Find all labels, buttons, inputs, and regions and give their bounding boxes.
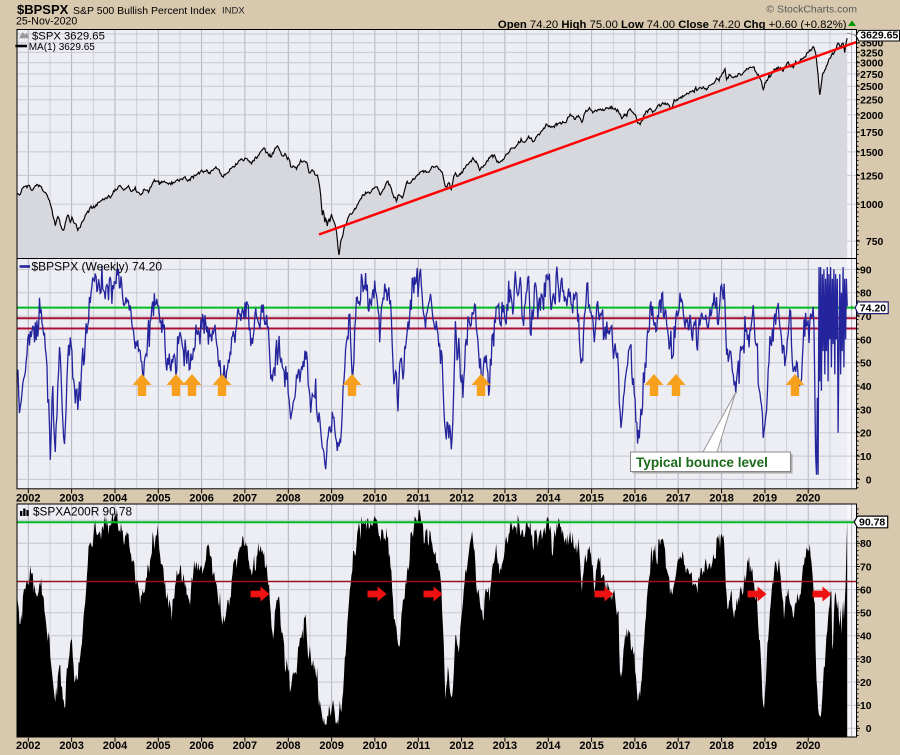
svg-text:2016: 2016 [623, 493, 647, 505]
svg-text:60: 60 [860, 335, 872, 346]
svg-text:2016: 2016 [623, 740, 647, 750]
svg-text:1250: 1250 [860, 171, 883, 182]
svg-text:25-Nov-2020: 25-Nov-2020 [16, 16, 77, 28]
svg-text:50: 50 [860, 359, 872, 370]
svg-text:2000: 2000 [860, 111, 883, 122]
svg-text:2009: 2009 [319, 493, 343, 505]
svg-text:2007: 2007 [233, 493, 257, 505]
svg-text:2012: 2012 [449, 493, 473, 505]
svg-text:1750: 1750 [860, 128, 883, 139]
svg-text:2020: 2020 [796, 740, 820, 750]
svg-text:$SPXA200R 90.78: $SPXA200R 90.78 [33, 505, 132, 519]
svg-text:2010: 2010 [363, 740, 387, 750]
svg-text:60: 60 [860, 586, 872, 597]
svg-text:2002: 2002 [16, 493, 40, 505]
svg-text:MA(1) 3629.65: MA(1) 3629.65 [29, 42, 96, 53]
svg-text:$BPSPX: $BPSPX [17, 2, 69, 17]
svg-text:$SPX 3629.65: $SPX 3629.65 [32, 31, 105, 43]
svg-text:2018: 2018 [709, 493, 733, 505]
svg-text:2015: 2015 [579, 740, 603, 750]
svg-text:74.20: 74.20 [860, 302, 886, 314]
svg-text:0: 0 [866, 724, 872, 735]
svg-text:2008: 2008 [276, 740, 300, 750]
svg-text:2011: 2011 [406, 493, 430, 505]
svg-text:3000: 3000 [860, 59, 883, 70]
svg-text:2003: 2003 [59, 493, 83, 505]
svg-text:3500: 3500 [860, 39, 883, 50]
svg-text:10: 10 [860, 701, 872, 712]
svg-text:1500: 1500 [860, 148, 883, 159]
svg-text:0: 0 [866, 475, 872, 486]
svg-text:2013: 2013 [493, 740, 517, 750]
svg-text:40: 40 [860, 632, 872, 643]
svg-text:2013: 2013 [493, 493, 517, 505]
svg-text:70: 70 [860, 312, 872, 323]
svg-text:2500: 2500 [860, 82, 883, 93]
svg-text:2005: 2005 [146, 493, 170, 505]
svg-text:2006: 2006 [189, 740, 213, 750]
svg-text:2015: 2015 [579, 493, 603, 505]
svg-text:90: 90 [860, 265, 872, 276]
svg-text:2019: 2019 [753, 740, 777, 750]
svg-text:2007: 2007 [233, 740, 257, 750]
svg-text:2004: 2004 [103, 493, 128, 505]
svg-text:1000: 1000 [860, 200, 883, 211]
svg-text:40: 40 [860, 382, 872, 393]
svg-text:20: 20 [860, 678, 872, 689]
svg-text:2019: 2019 [753, 493, 777, 505]
svg-text:2014: 2014 [536, 493, 561, 505]
svg-text:3629.65: 3629.65 [860, 30, 898, 42]
svg-text:3250: 3250 [860, 48, 883, 59]
svg-text:S&P 500 Bullish Percent Index: S&P 500 Bullish Percent Index [73, 5, 217, 17]
svg-text:2003: 2003 [59, 740, 83, 750]
svg-text:30: 30 [860, 405, 872, 416]
svg-text:70: 70 [860, 562, 872, 573]
svg-text:20: 20 [860, 429, 872, 440]
svg-text:80: 80 [860, 289, 872, 300]
svg-text:2009: 2009 [319, 740, 343, 750]
svg-text:Open 74.20 High 75.00 Low 74.0: Open 74.20 High 75.00 Low 74.00 Close 74… [498, 19, 847, 31]
svg-text:90.78: 90.78 [859, 517, 885, 529]
svg-text:30: 30 [860, 655, 872, 666]
svg-text:80: 80 [860, 539, 872, 550]
svg-text:2750: 2750 [860, 70, 883, 81]
svg-text:2017: 2017 [666, 493, 690, 505]
svg-text:© StockCharts.com: © StockCharts.com [766, 4, 857, 16]
svg-text:$BPSPX (Weekly) 74.20: $BPSPX (Weekly) 74.20 [32, 259, 163, 273]
svg-text:2010: 2010 [363, 493, 387, 505]
svg-text:50: 50 [860, 609, 872, 620]
svg-text:750: 750 [866, 237, 884, 248]
svg-text:2011: 2011 [406, 740, 430, 750]
svg-text:2002: 2002 [16, 740, 40, 750]
svg-text:2008: 2008 [276, 493, 300, 505]
svg-text:2004: 2004 [103, 740, 128, 750]
svg-text:2005: 2005 [146, 740, 170, 750]
svg-text:2006: 2006 [189, 493, 213, 505]
svg-text:2018: 2018 [709, 740, 733, 750]
svg-text:2017: 2017 [666, 740, 690, 750]
svg-text:2250: 2250 [860, 96, 883, 107]
svg-text:10: 10 [860, 452, 872, 463]
svg-text:2014: 2014 [536, 740, 561, 750]
svg-text:2020: 2020 [796, 493, 820, 505]
svg-text:2012: 2012 [449, 740, 473, 750]
svg-text:INDX: INDX [222, 6, 245, 17]
svg-text:Typical bounce level: Typical bounce level [636, 455, 768, 470]
